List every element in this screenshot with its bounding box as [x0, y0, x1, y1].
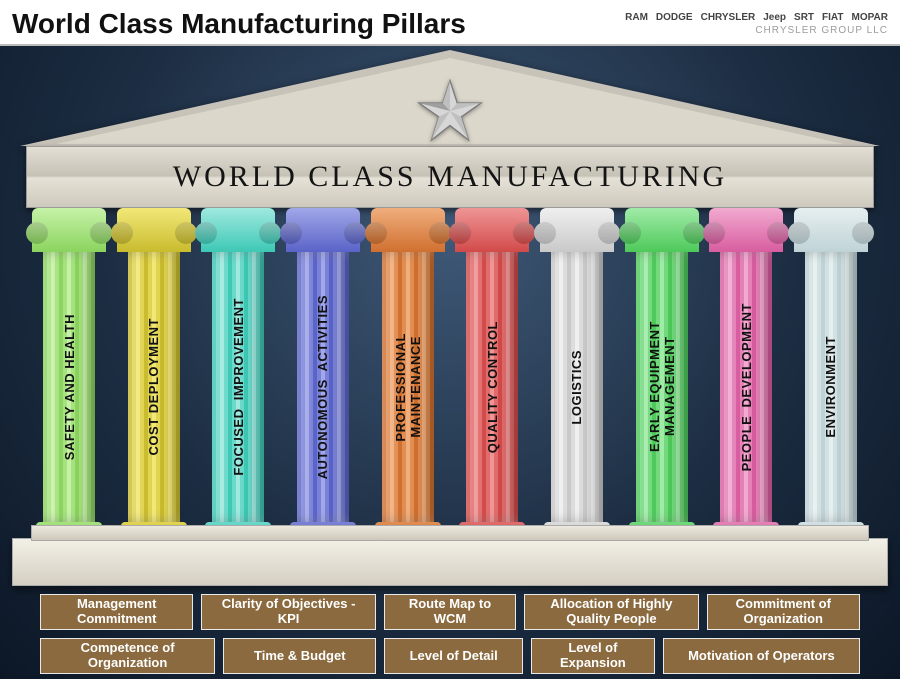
foundation-row-1: Management CommitmentClarity of Objectiv…	[40, 594, 860, 630]
foundation-box-r1-3: Allocation of Highly Quality People	[524, 594, 698, 630]
brand-subtitle: CHRYSLER GROUP LLC	[625, 25, 888, 36]
foundation-box-r1-4: Commitment of Organization	[707, 594, 860, 630]
pillar-2: FOCUSED IMPROVEMENT	[201, 208, 275, 538]
pillar-5: QUALITY CONTROL	[455, 208, 529, 538]
foundation-box-r2-2: Level of Detail	[384, 638, 523, 674]
entablature: WORLD CLASS MANUFACTURING	[26, 146, 874, 208]
foundation-box-r2-3: Level of Expansion	[531, 638, 655, 674]
pillar-shaft: PEOPLE DEVELOPMENT	[720, 252, 772, 522]
brand-row: RAM DODGE CHRYSLER Jeep SRT FIAT MOPAR	[625, 12, 888, 23]
pillar-label: AUTONOMOUS ACTIVITIES	[315, 295, 330, 479]
foundation-row-2: Competence of OrganizationTime & BudgetL…	[40, 638, 860, 674]
pillar-shaft: LOGISTICS	[551, 252, 603, 522]
stylobate	[12, 538, 888, 586]
pillar-capital	[201, 208, 275, 252]
pillar-capital	[794, 208, 868, 252]
pillar-8: PEOPLE DEVELOPMENT	[709, 208, 783, 538]
pillar-capital	[32, 208, 106, 252]
pillar-7: EARLY EQUIPMENT MANAGEMENT	[625, 208, 699, 538]
foundation-box-r2-0: Competence of Organization	[40, 638, 215, 674]
foundation: Management CommitmentClarity of Objectiv…	[40, 594, 860, 682]
pillar-1: COST DEPLOYMENT	[117, 208, 191, 538]
brand-dodge: DODGE	[656, 12, 693, 23]
brand-jeep: Jeep	[763, 12, 786, 23]
foundation-box-r1-0: Management Commitment	[40, 594, 193, 630]
pillar-label: PROFESSIONAL MAINTENANCE	[393, 333, 423, 442]
pillar-label: SAFETY AND HEALTH	[62, 314, 77, 460]
pillar-label: PEOPLE DEVELOPMENT	[739, 303, 754, 471]
page-title: World Class Manufacturing Pillars	[12, 8, 466, 40]
pillar-label: QUALITY CONTROL	[485, 321, 500, 453]
pillar-shaft: PROFESSIONAL MAINTENANCE	[382, 252, 434, 522]
foundation-box-r1-2: Route Map to WCM	[384, 594, 517, 630]
pillar-label: EARLY EQUIPMENT MANAGEMENT	[647, 321, 677, 452]
foundation-box-r2-4: Motivation of Operators	[663, 638, 860, 674]
pillar-6: LOGISTICS	[540, 208, 614, 538]
pillars-row: SAFETY AND HEALTH COST DEPLOYMENT FOCUSED …	[26, 208, 874, 538]
header-bar: World Class Manufacturing Pillars RAM DOD…	[0, 0, 900, 46]
pillar-4: PROFESSIONAL MAINTENANCE	[371, 208, 445, 538]
pillar-0: SAFETY AND HEALTH	[32, 208, 106, 538]
pillar-shaft: ENVIRONMENT	[805, 252, 857, 522]
brand-block: RAM DODGE CHRYSLER Jeep SRT FIAT MOPAR CHRYSLE…	[625, 12, 888, 36]
pillar-shaft: AUTONOMOUS ACTIVITIES	[297, 252, 349, 522]
pillar-9: ENVIRONMENT	[794, 208, 868, 538]
pillar-capital	[286, 208, 360, 252]
pillar-capital	[540, 208, 614, 252]
brand-mopar: MOPAR	[852, 12, 888, 23]
brand-chrysler: CHRYSLER	[701, 12, 756, 23]
star-logo-icon	[415, 76, 485, 146]
pillar-shaft: SAFETY AND HEALTH	[43, 252, 95, 522]
pillar-capital	[709, 208, 783, 252]
pillar-shaft: COST DEPLOYMENT	[128, 252, 180, 522]
pillar-capital	[625, 208, 699, 252]
pillar-capital	[455, 208, 529, 252]
brand-srt: SRT	[794, 12, 814, 23]
pillar-label: ENVIRONMENT	[823, 336, 838, 438]
pillar-label: FOCUSED IMPROVEMENT	[231, 298, 246, 476]
brand-ram: RAM	[625, 12, 648, 23]
pillar-capital	[117, 208, 191, 252]
diagram-stage: WORLD CLASS MANUFACTURING SAFETY AND HEA…	[0, 46, 900, 679]
pillar-shaft: EARLY EQUIPMENT MANAGEMENT	[636, 252, 688, 522]
pillar-3: AUTONOMOUS ACTIVITIES	[286, 208, 360, 538]
foundation-box-r2-1: Time & Budget	[223, 638, 376, 674]
pillar-capital	[371, 208, 445, 252]
entablature-text: WORLD CLASS MANUFACTURING	[173, 160, 727, 194]
foundation-box-r1-1: Clarity of Objectives - KPI	[201, 594, 375, 630]
brand-fiat: FIAT	[822, 12, 843, 23]
pillar-shaft: FOCUSED IMPROVEMENT	[212, 252, 264, 522]
pillar-label: COST DEPLOYMENT	[146, 318, 161, 456]
pillar-label: LOGISTICS	[569, 350, 584, 425]
pillar-shaft: QUALITY CONTROL	[466, 252, 518, 522]
